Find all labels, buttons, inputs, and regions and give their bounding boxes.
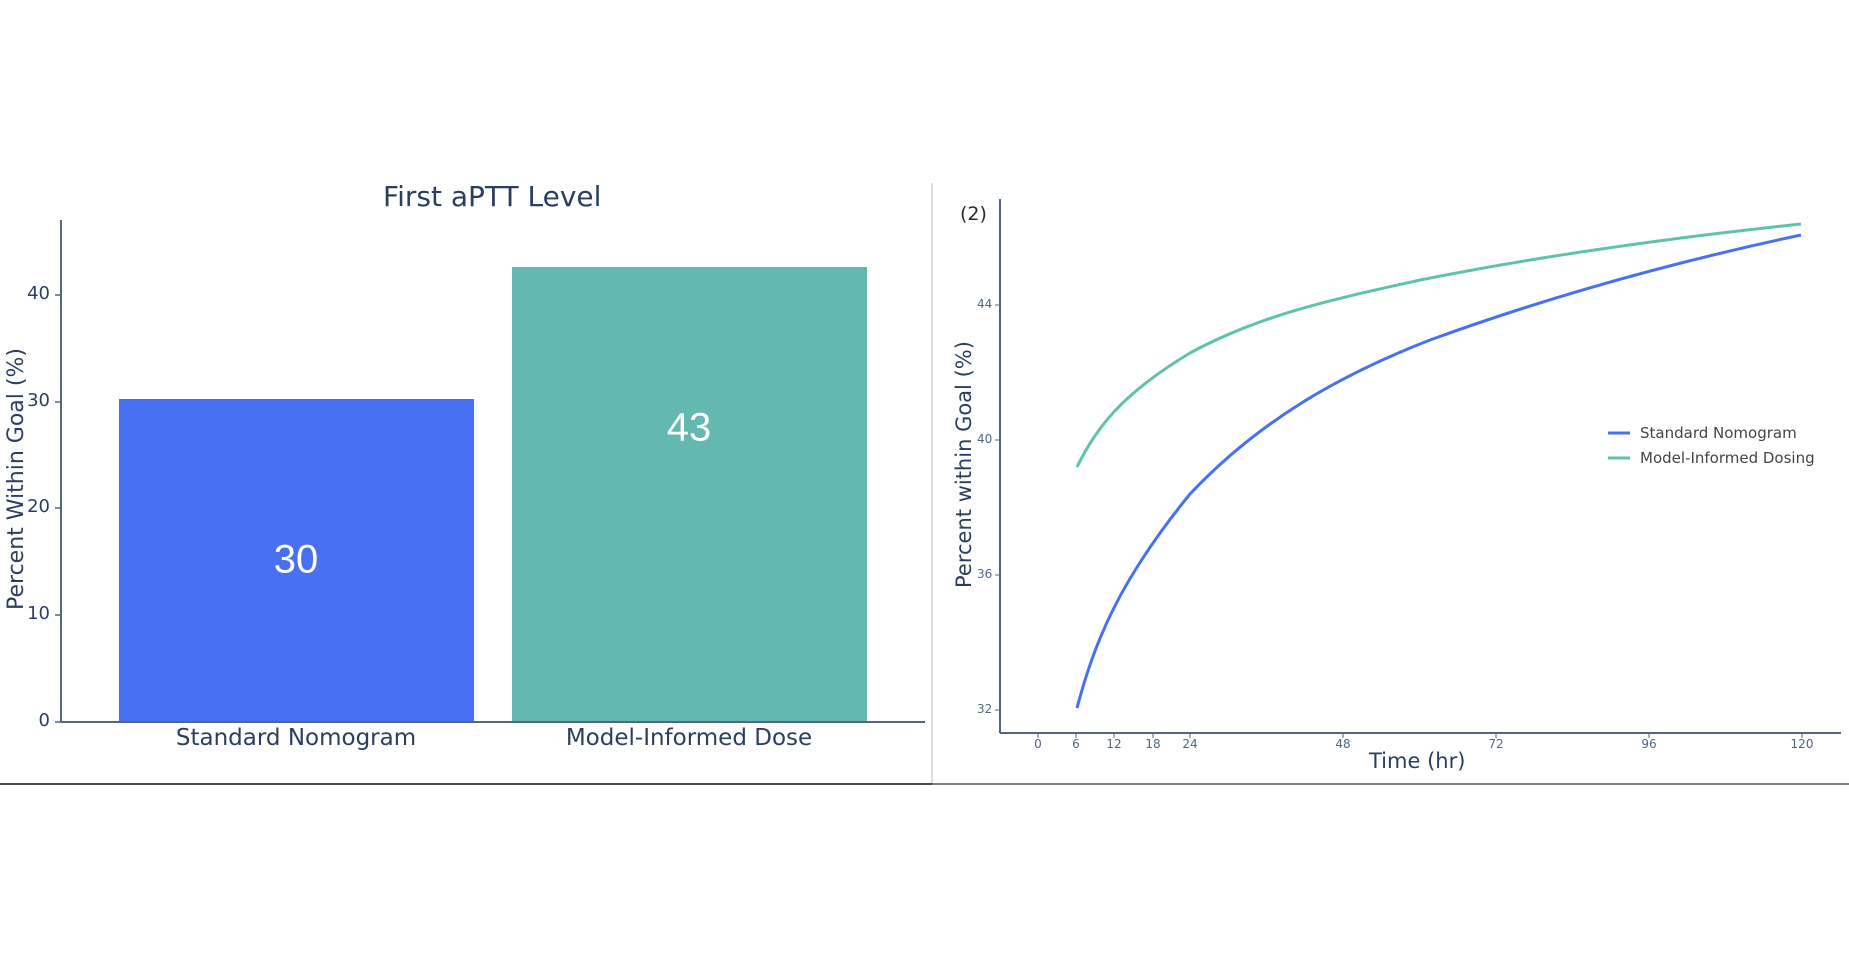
line-model-informed-dosing	[1075, 222, 1802, 468]
x-axis-label: Time (hr)	[1369, 749, 1466, 773]
y-tick-40: 40	[27, 283, 50, 304]
category-label-model: Model-Informed Dose	[565, 725, 813, 751]
bar-label-model: 43	[666, 405, 712, 450]
y-tick-20: 20	[27, 496, 50, 517]
x-tick-48: 48	[1335, 737, 1351, 751]
right-y-axis-label: Percent within Goal (%)	[952, 341, 976, 588]
chart-title: First aPTT Level	[383, 180, 602, 213]
x-tick-0: 0	[1034, 737, 1042, 751]
panel-label: (2)	[960, 203, 987, 225]
right-y-tick-32: 32	[977, 702, 993, 716]
x-tick-120: 120	[1790, 737, 1814, 751]
legend-item-model: Model-Informed Dosing	[1640, 449, 1815, 467]
x-tick-6: 6	[1072, 737, 1080, 751]
line-standard-nomogram	[1075, 233, 1802, 709]
x-tick-18: 18	[1145, 737, 1161, 751]
right-y-tick-40: 40	[977, 432, 993, 446]
legend-item-standard: Standard Nomogram	[1640, 424, 1797, 442]
category-label-standard: Standard Nomogram	[175, 725, 417, 751]
x-tick-72: 72	[1488, 737, 1504, 751]
y-axis-label: Percent Within Goal (%)	[4, 348, 29, 610]
x-tick-96: 96	[1641, 737, 1657, 751]
y-tick-30: 30	[27, 390, 50, 411]
y-tick-0: 0	[38, 710, 50, 731]
x-tick-24: 24	[1182, 737, 1198, 751]
y-tick-10: 10	[27, 603, 50, 624]
right-y-tick-36: 36	[977, 567, 993, 581]
right-y-tick-44: 44	[977, 297, 993, 311]
bar-standard-nomogram	[119, 399, 474, 722]
x-tick-12: 12	[1106, 737, 1122, 751]
bar-label-standard: 30	[273, 537, 319, 582]
bar-model-informed-dose	[512, 267, 867, 722]
